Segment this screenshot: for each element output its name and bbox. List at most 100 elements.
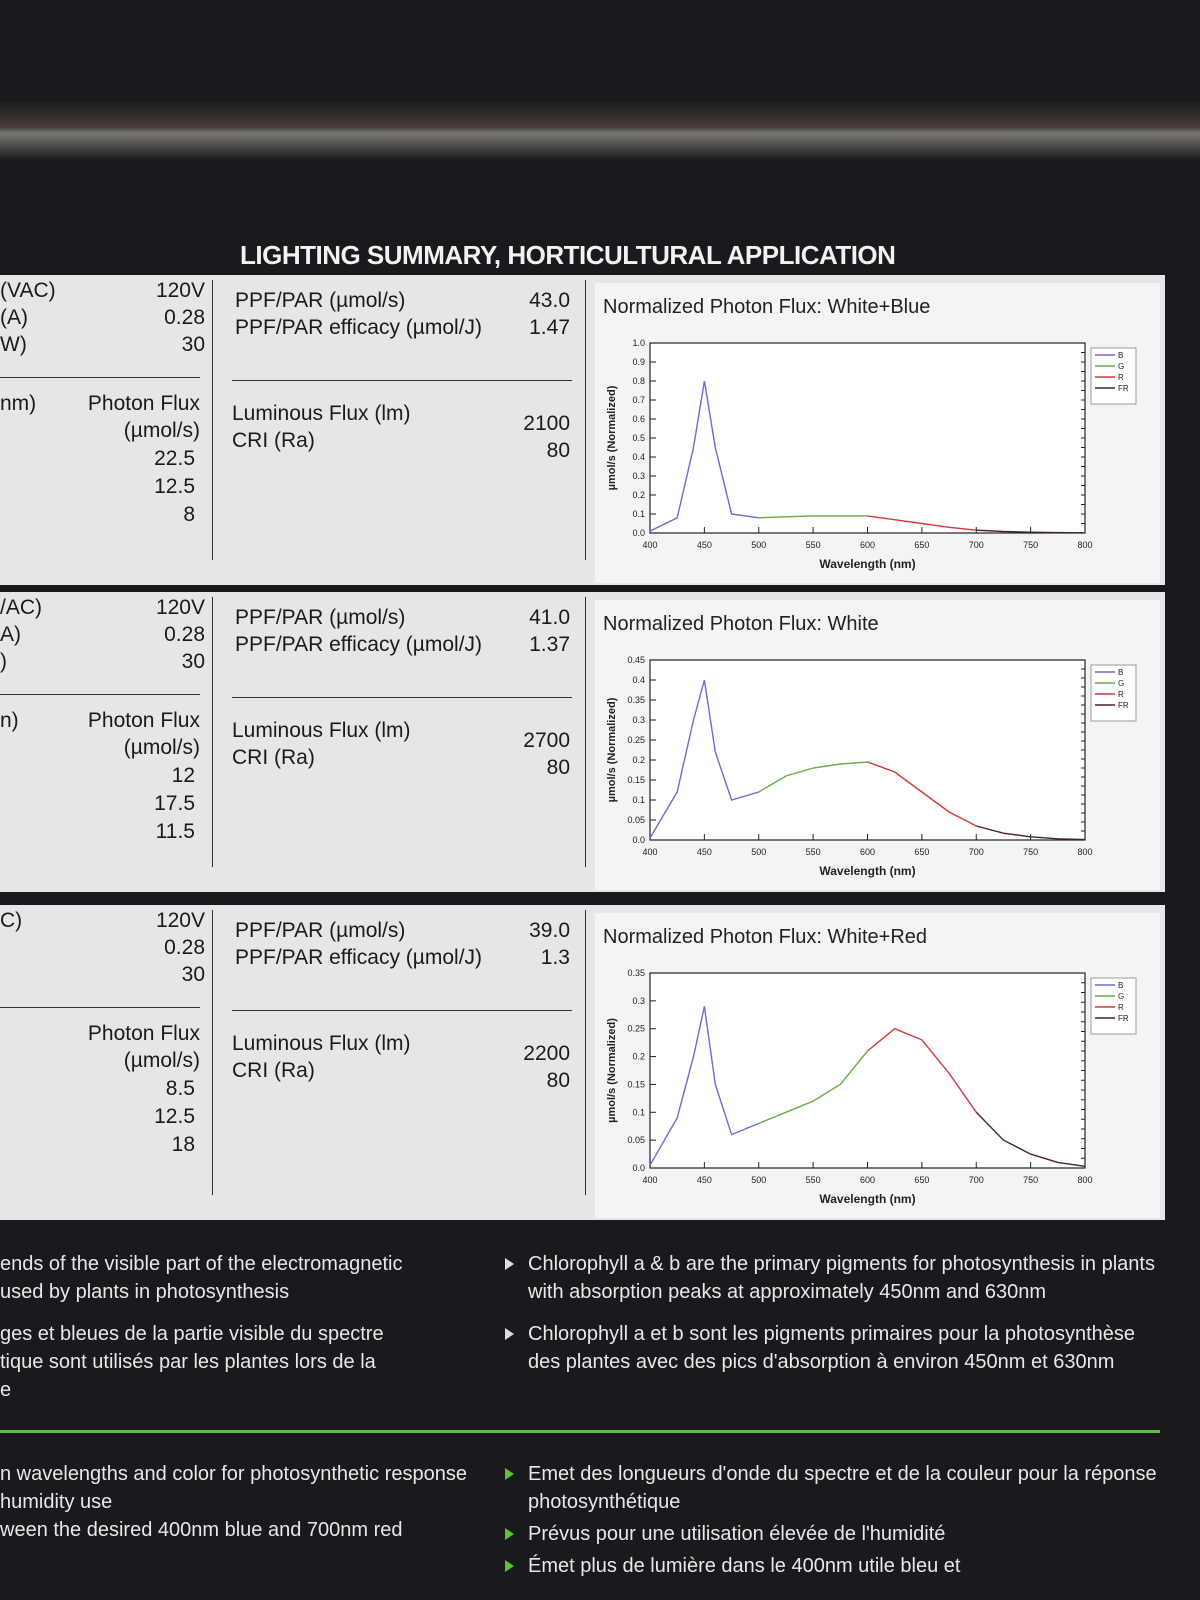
x-axis-label: Wavelength (nm) [819, 1192, 915, 1206]
header-title: LIGHTING SUMMARY, HORTICULTURAL APPLICAT… [240, 240, 896, 270]
y-tick-label: 0.7 [632, 395, 645, 405]
spec-label: C) [0, 909, 23, 932]
column-heading: (µmol/s) [123, 736, 200, 759]
legend-label: R [1118, 373, 1124, 382]
x-tick-label: 800 [1077, 1175, 1092, 1185]
spec-value: 1.37 [529, 633, 570, 656]
legend-label: FR [1118, 384, 1129, 393]
spec-label: PPF/PAR efficacy (µmol/J) [235, 633, 483, 656]
spec-label: Luminous Flux (lm) [232, 719, 411, 742]
legend-label: B [1118, 351, 1123, 360]
divider [212, 280, 213, 560]
legend-label: FR [1118, 1014, 1129, 1023]
spec-value: 1.3 [540, 946, 570, 969]
y-tick-label: 0.25 [627, 1024, 645, 1034]
x-tick-label: 600 [860, 847, 875, 857]
series-line [649, 380, 759, 532]
chart: Normalized Photon Flux: White+Blue µmol/s… [595, 283, 1160, 583]
x-tick-label: 550 [806, 1175, 821, 1185]
x-tick-label: 600 [860, 1175, 875, 1185]
series-line [758, 761, 868, 793]
chart-title: Normalized Photon Flux: White [603, 613, 879, 635]
bullet-text: Emet des longueurs d'onde du spectre et … [528, 1463, 1157, 1485]
x-tick-label: 650 [914, 1175, 929, 1185]
x-tick-label: 550 [806, 847, 821, 857]
spec-value: 80 [546, 1069, 570, 1092]
photon-flux-value: 8 [183, 503, 195, 526]
chart: Normalized Photon Flux: White µmol/s (Nor… [595, 600, 1160, 890]
x-tick-label: 400 [642, 847, 657, 857]
bullet-text: photosynthétique [528, 1491, 681, 1513]
x-tick-label: 600 [860, 540, 875, 550]
spec-panel: (VAC) (A) W) 120V 0.28 30 nm) Photon Flux (µmol/… [0, 275, 1165, 585]
spec-value: 2700 [523, 729, 570, 752]
spec-label: Luminous Flux (lm) [232, 402, 411, 425]
spec-value: 30 [181, 333, 205, 356]
column-heading: (µmol/s) [123, 1049, 200, 1072]
bullet-text: Chlorophyll a et b sont les pigments pri… [528, 1323, 1135, 1345]
divider [585, 280, 586, 560]
x-tick-label: 500 [751, 540, 766, 550]
legend-label: FR [1118, 701, 1129, 710]
bullet-text: Chlorophyll a & b are the primary pigmen… [528, 1253, 1155, 1275]
series-line [975, 1111, 1086, 1167]
series-line [758, 1050, 869, 1125]
photon-flux-value: 12 [171, 764, 195, 787]
plot-frame [649, 342, 1086, 534]
spec-label: CRI (Ra) [232, 429, 315, 452]
y-tick-label: 0.35 [627, 695, 645, 705]
separator [0, 694, 200, 695]
y-tick-label: 0.45 [627, 655, 645, 665]
legend-box [1090, 664, 1137, 722]
photon-flux-value: 12.5 [154, 1105, 195, 1128]
spec-panel: C) 120V 0.28 30 Photon Flux (µmol/s) 8.5 12.5 18… [0, 905, 1165, 1220]
x-tick-label: 400 [642, 1175, 657, 1185]
y-tick-label: 0.05 [627, 815, 645, 825]
spec-value: 2100 [523, 412, 570, 435]
y-tick-label: 0.35 [627, 968, 645, 978]
legend-label: R [1118, 1003, 1124, 1012]
x-tick-label: 700 [969, 847, 984, 857]
photon-flux-value: 22.5 [154, 447, 195, 470]
separator [0, 1007, 200, 1008]
x-tick-label: 700 [969, 540, 984, 550]
spec-label: (VAC) [0, 279, 56, 302]
spec-value: 39.0 [529, 919, 570, 942]
series-line [758, 515, 868, 519]
bullet-text: Prévus pour une utilisation élevée de l'… [528, 1523, 946, 1545]
y-tick-label: 0.0 [632, 835, 645, 845]
plot-frame [649, 972, 1086, 1169]
bullet-marker [505, 1328, 514, 1340]
divider [212, 597, 213, 867]
x-tick-label: 800 [1077, 540, 1092, 550]
spec-label: Luminous Flux (lm) [232, 1032, 411, 1055]
column-heading: Photon Flux [87, 709, 200, 732]
y-tick-label: 0.8 [632, 376, 645, 386]
divider [585, 597, 586, 867]
legend-label: B [1118, 981, 1123, 990]
y-tick-label: 0.1 [632, 795, 645, 805]
column-heading: Photon Flux [87, 1022, 200, 1045]
spec-label: A) [0, 623, 21, 646]
y-tick-label: 0.3 [632, 715, 645, 725]
y-tick-label: 0.05 [627, 1135, 645, 1145]
note-text: ween the desired 400nm blue and 700nm re… [0, 1519, 403, 1541]
note-text: e [0, 1379, 12, 1401]
legend-box [1090, 347, 1137, 405]
spec-panel: /AC) A)) 120V 0.28 30 n) Photon Flux (µmol/s) 12… [0, 592, 1165, 892]
spec-value: 80 [546, 439, 570, 462]
y-tick-label: 0.5 [632, 433, 645, 443]
box-edge [0, 100, 1200, 160]
note-text: used by plants in photosynthesis [0, 1281, 290, 1303]
y-axis-label: µmol/s (Normalized) [606, 697, 618, 802]
x-tick-label: 650 [914, 540, 929, 550]
series-line [649, 679, 759, 839]
green-rule [0, 1430, 1160, 1433]
y-tick-label: 1.0 [632, 338, 645, 348]
spec-value: 30 [181, 963, 205, 986]
spec-label: PPF/PAR (µmol/s) [235, 606, 406, 629]
spec-label: (A) [0, 306, 28, 329]
divider [212, 910, 213, 1195]
y-tick-label: 0.15 [627, 1079, 645, 1089]
